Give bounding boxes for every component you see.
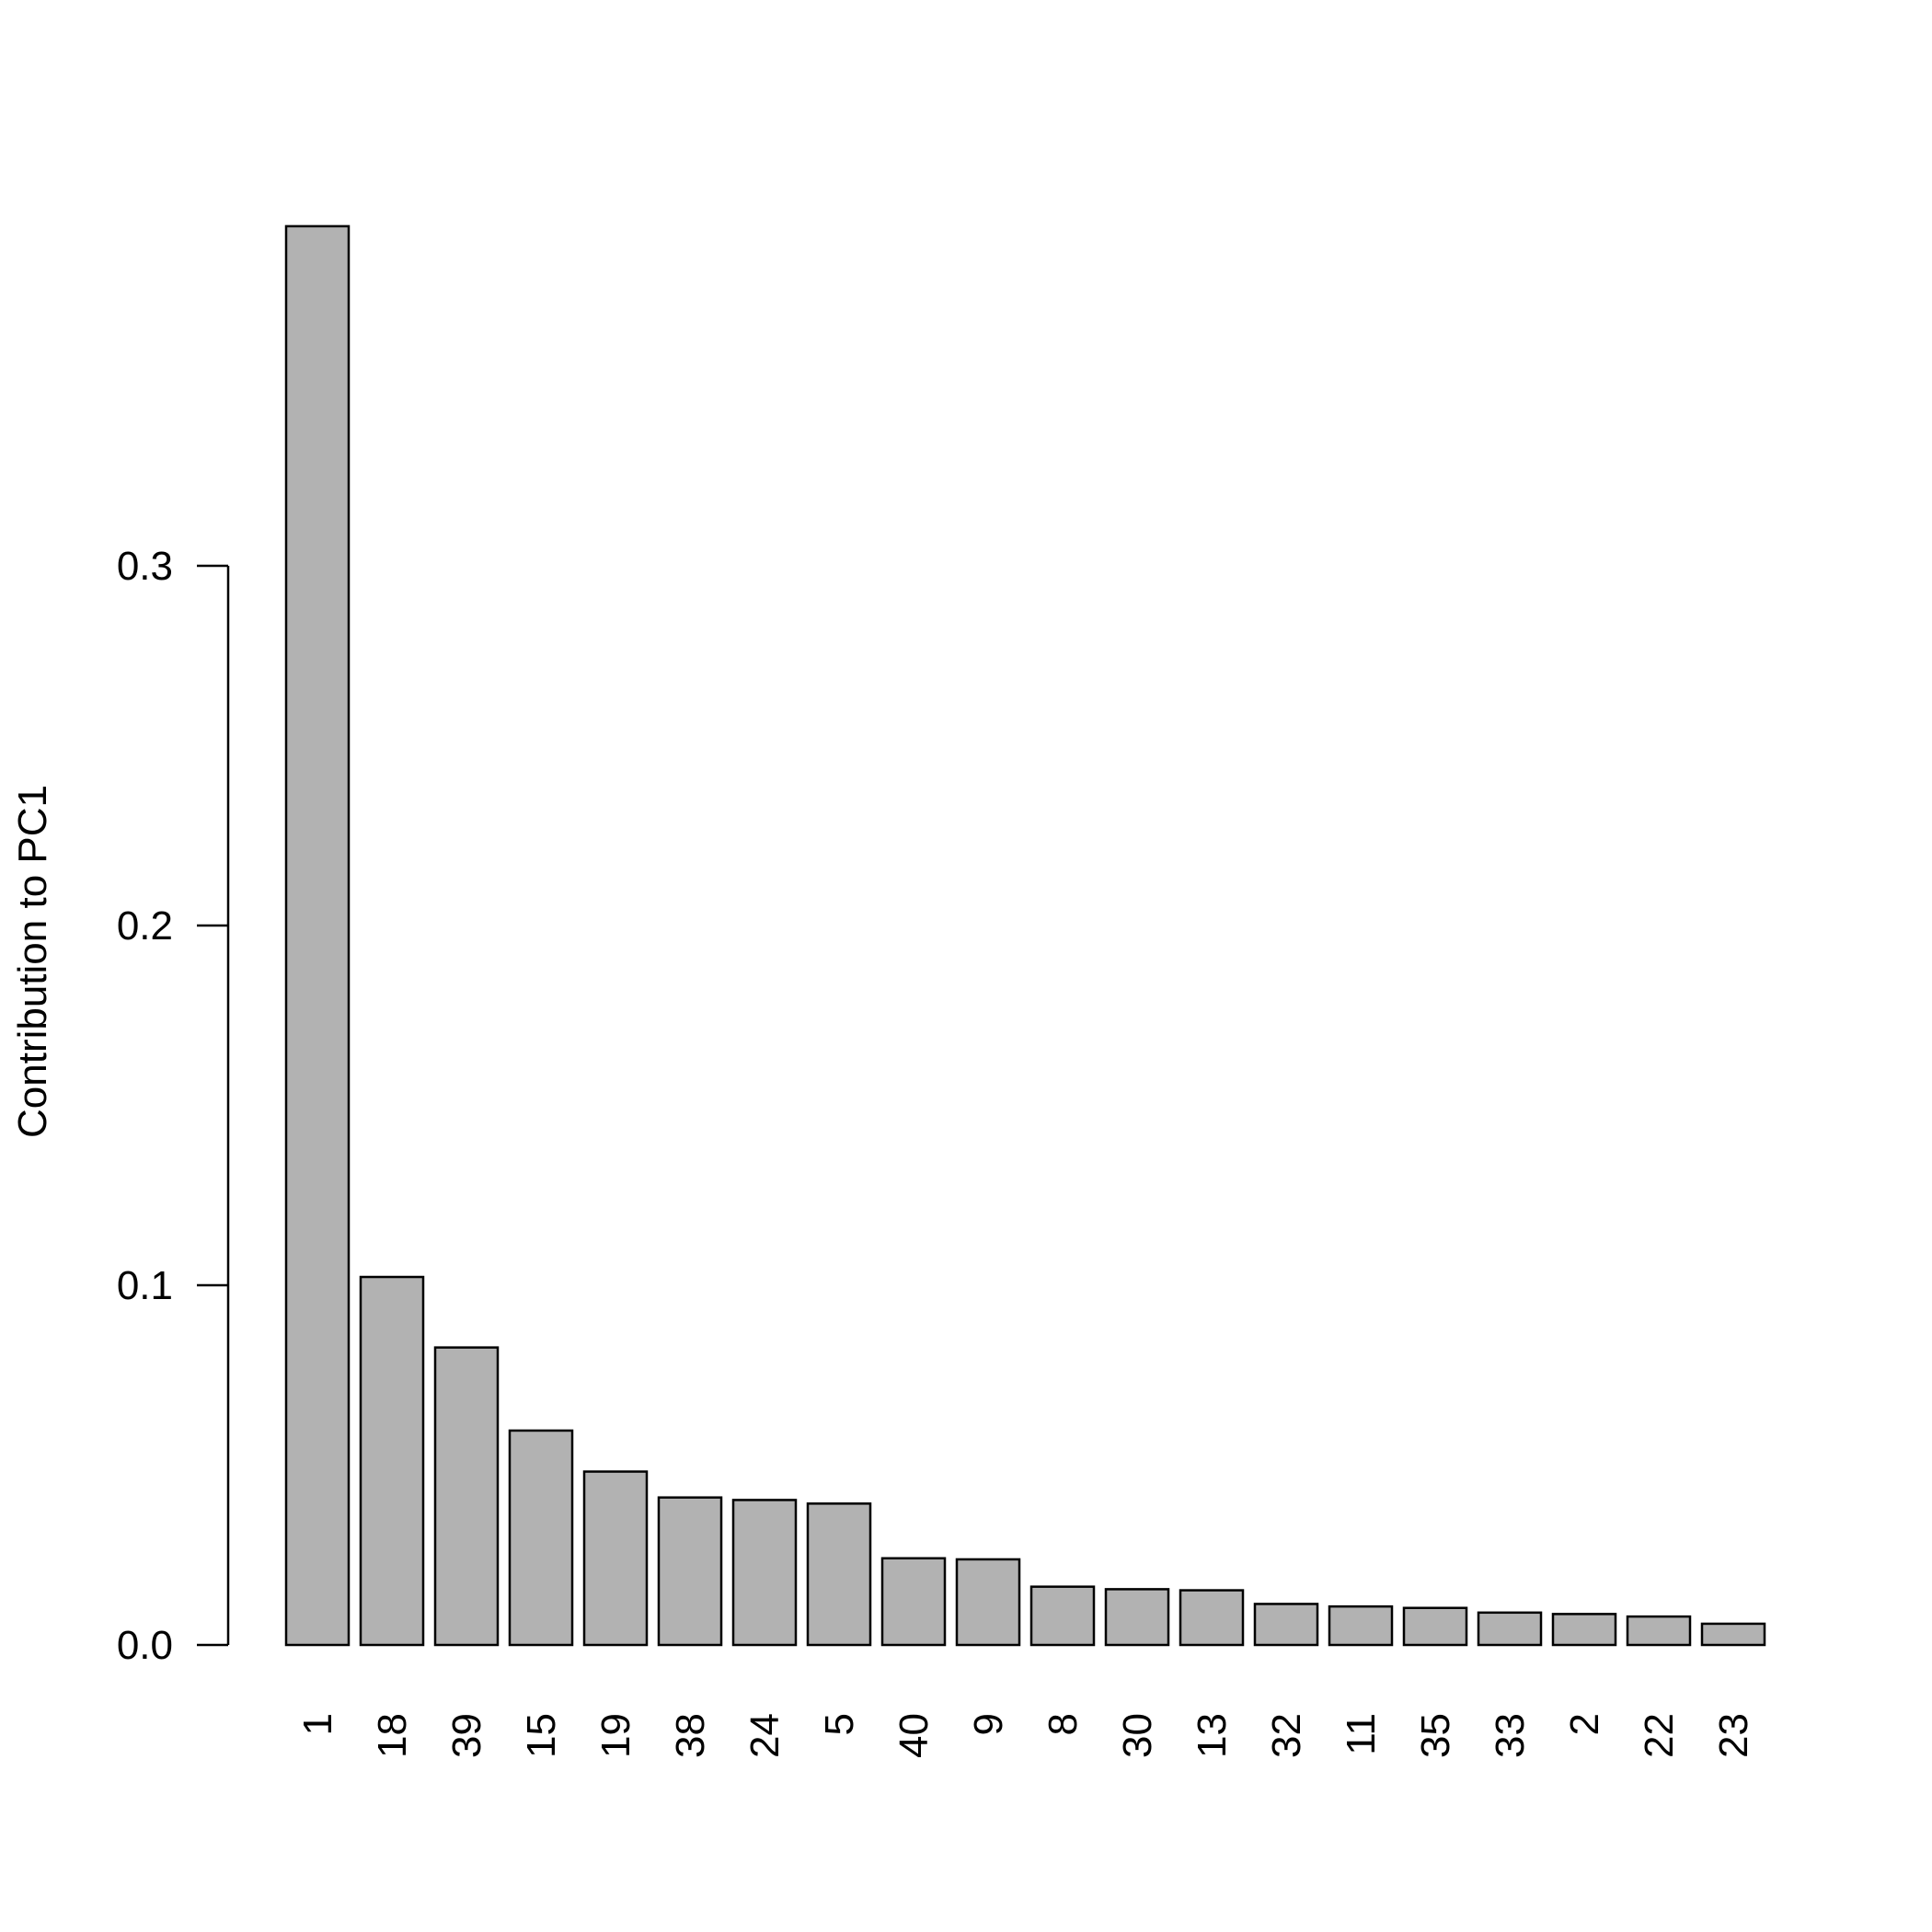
bar-19 xyxy=(582,1470,649,1647)
y-tick-label: 0.0 xyxy=(117,1623,173,1668)
bar-39 xyxy=(433,1346,500,1647)
y-tick-label: 0.1 xyxy=(117,1263,173,1308)
bar-24 xyxy=(731,1499,798,1647)
bar-1 xyxy=(284,224,351,1647)
x-tick-label: 24 xyxy=(742,1713,788,1758)
x-tick-label: 13 xyxy=(1190,1713,1235,1758)
x-tick-label: 32 xyxy=(1264,1713,1309,1758)
bar-22 xyxy=(1626,1615,1692,1647)
bar-35 xyxy=(1402,1606,1468,1647)
x-tick-label: 15 xyxy=(519,1713,564,1758)
x-tick-label: 23 xyxy=(1711,1713,1756,1758)
y-tick-label: 0.2 xyxy=(117,903,173,949)
bar-30 xyxy=(1104,1588,1170,1647)
x-tick-label: 30 xyxy=(1115,1713,1160,1758)
bar-11 xyxy=(1328,1604,1394,1647)
x-tick-label: 38 xyxy=(668,1713,713,1758)
x-tick-label: 8 xyxy=(1041,1713,1086,1735)
x-tick-label: 1 xyxy=(295,1713,340,1735)
x-tick-label: 2 xyxy=(1562,1713,1607,1735)
bar-18 xyxy=(359,1275,425,1647)
x-tick-label: 5 xyxy=(817,1713,862,1735)
bar-40 xyxy=(880,1557,947,1647)
bar-33 xyxy=(1477,1611,1543,1647)
y-tick-label: 0.3 xyxy=(117,544,173,589)
x-tick-label: 19 xyxy=(593,1713,638,1758)
bar-23 xyxy=(1700,1622,1766,1647)
bar-5 xyxy=(806,1502,872,1647)
x-tick-label: 35 xyxy=(1413,1713,1458,1758)
bar-13 xyxy=(1179,1589,1245,1647)
x-tick-label: 22 xyxy=(1637,1713,1682,1758)
x-tick-label: 33 xyxy=(1488,1713,1533,1758)
bar-9 xyxy=(955,1558,1021,1647)
x-tick-label: 11 xyxy=(1339,1713,1384,1755)
x-tick-label: 9 xyxy=(966,1713,1011,1735)
bar-8 xyxy=(1029,1585,1096,1647)
x-tick-label: 39 xyxy=(444,1713,489,1758)
bar-2 xyxy=(1551,1613,1617,1647)
y-axis-label: Contribution to PC1 xyxy=(10,785,55,1138)
bar-32 xyxy=(1253,1603,1319,1647)
bar-38 xyxy=(657,1496,723,1647)
x-tick-label: 18 xyxy=(370,1713,415,1758)
bar-15 xyxy=(508,1429,574,1647)
x-tick-label: 40 xyxy=(891,1713,937,1758)
